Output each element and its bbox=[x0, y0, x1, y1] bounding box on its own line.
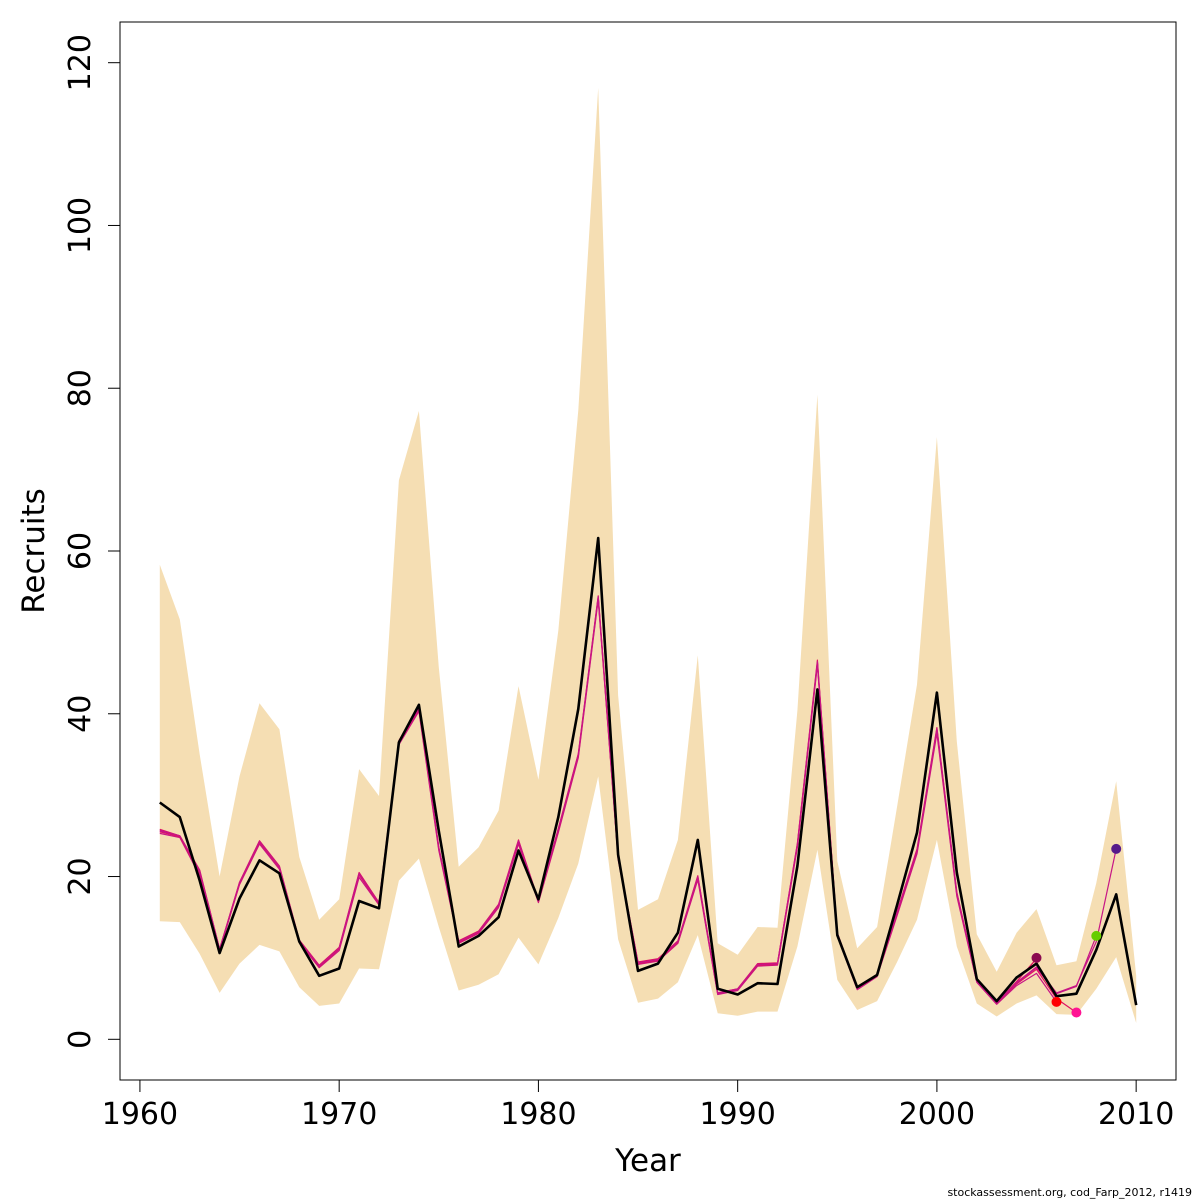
endpoint-marker-5 bbox=[1111, 843, 1122, 854]
x-tick-label: 2000 bbox=[899, 1097, 975, 1132]
confidence-band-layer bbox=[159, 87, 1137, 1023]
y-tick-label: 120 bbox=[63, 34, 98, 91]
source-caption: stockassessment.org, cod_Farp_2012, r141… bbox=[947, 1186, 1192, 1199]
y-tick-label: 40 bbox=[63, 695, 98, 733]
x-tick-label: 1990 bbox=[699, 1097, 775, 1132]
endpoint-marker-3 bbox=[1071, 1007, 1082, 1018]
x-axis-title: Year bbox=[614, 1143, 681, 1179]
y-tick-label: 100 bbox=[63, 197, 98, 254]
endpoint-marker-4 bbox=[1091, 930, 1102, 941]
series-line-retro-5 bbox=[159, 595, 1117, 1004]
series-line-main bbox=[159, 536, 1138, 1006]
series-layer bbox=[159, 536, 1138, 1013]
y-tick-label: 80 bbox=[63, 369, 98, 407]
y-tick-label: 60 bbox=[63, 532, 98, 570]
y-tick-label: 20 bbox=[63, 857, 98, 895]
confidence-band bbox=[159, 87, 1137, 1023]
y-axis: 0 20 40 60 80 100 120 bbox=[63, 34, 121, 1049]
endpoint-markers-layer bbox=[1031, 843, 1122, 1018]
x-tick-label: 2010 bbox=[1098, 1097, 1174, 1132]
x-tick-label: 1960 bbox=[102, 1097, 178, 1132]
endpoint-marker-2 bbox=[1051, 996, 1062, 1007]
endpoint-marker-1 bbox=[1031, 952, 1042, 963]
x-axis: 1960 1970 1980 1990 2000 2010 bbox=[102, 1079, 1174, 1132]
y-axis-title: Recruits bbox=[16, 488, 52, 614]
y-tick-label: 0 bbox=[63, 1030, 98, 1049]
x-tick-label: 1970 bbox=[301, 1097, 377, 1132]
x-tick-label: 1980 bbox=[500, 1097, 576, 1132]
